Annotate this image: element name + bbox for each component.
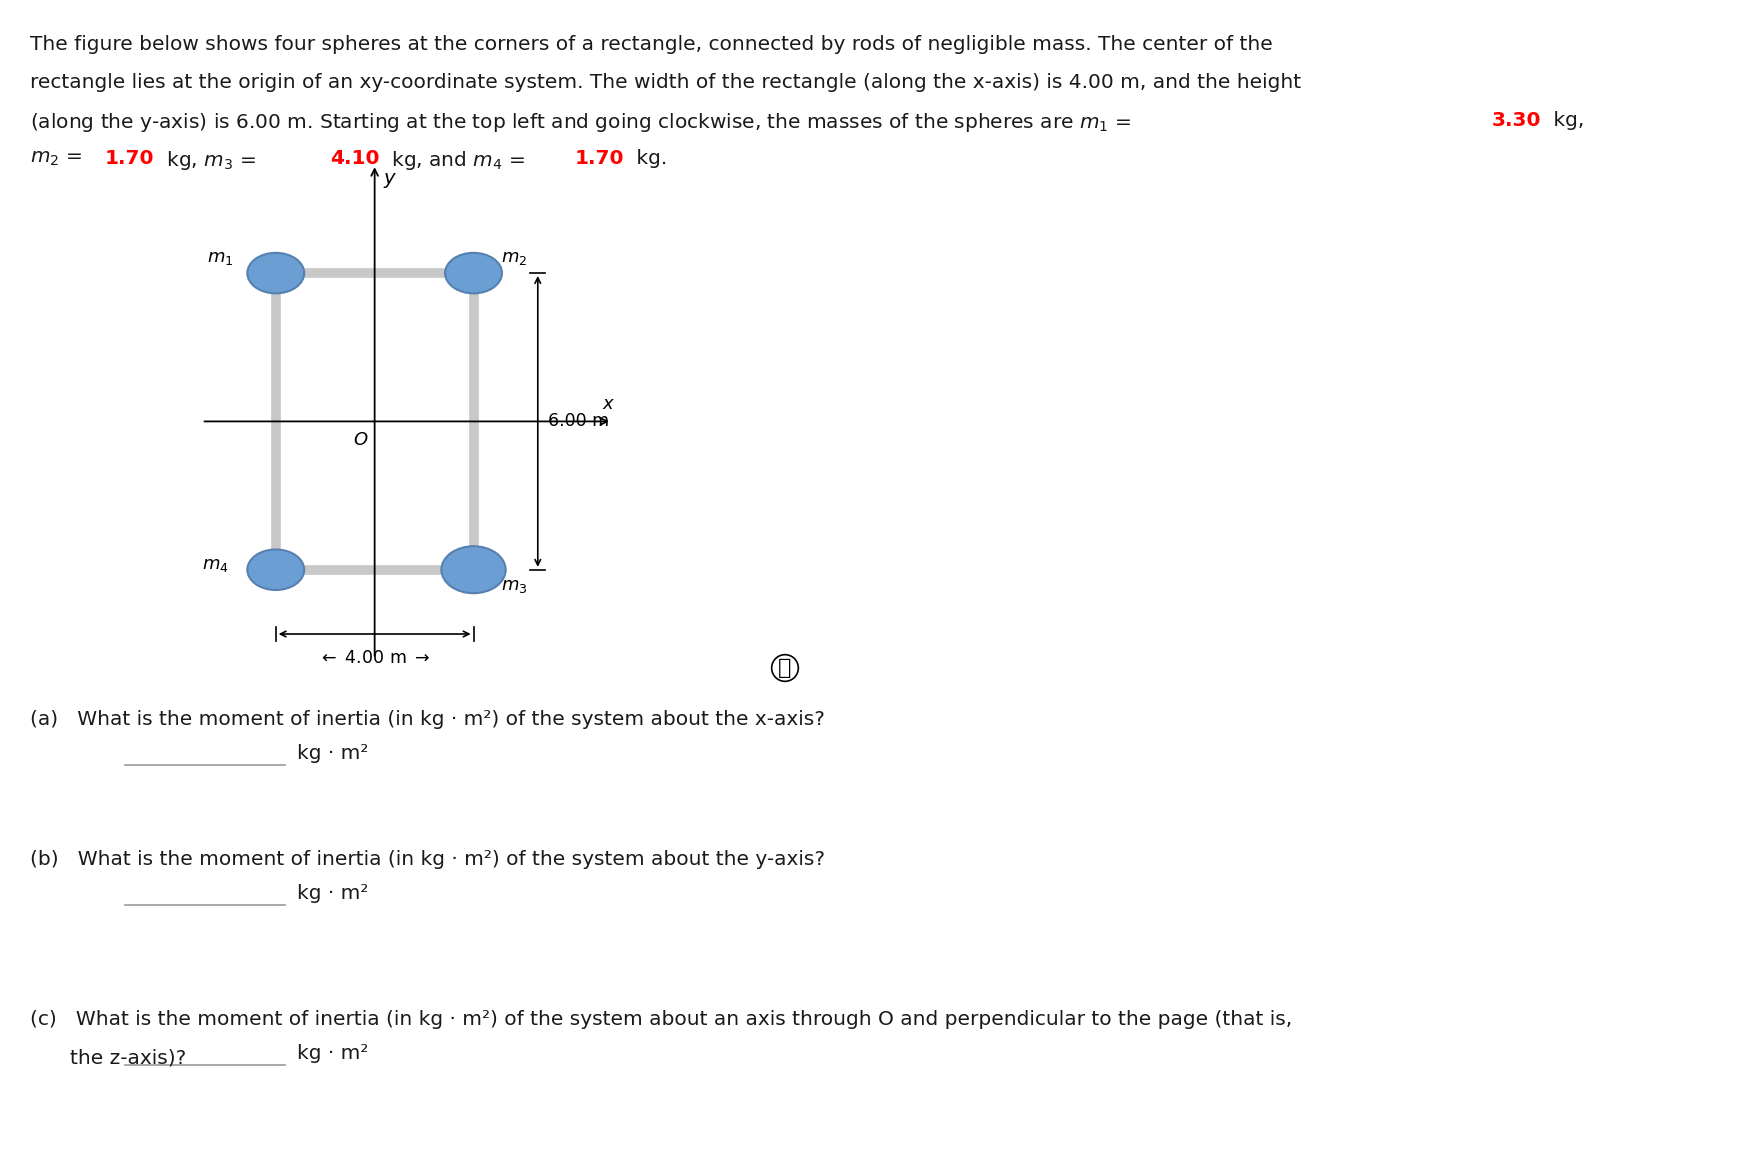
Text: kg, $m_3$ =: kg, $m_3$ = — [159, 150, 258, 172]
Text: kg · m²: kg · m² — [298, 744, 368, 762]
Text: (a)   What is the moment of inertia (in kg · m²) of the system about the x-axis?: (a) What is the moment of inertia (in kg… — [30, 710, 825, 729]
Text: 1.70: 1.70 — [575, 150, 624, 168]
Text: the z-axis)?: the z-axis)? — [70, 1048, 186, 1067]
Ellipse shape — [247, 550, 305, 590]
Text: 6.00 m: 6.00 m — [548, 413, 608, 430]
Ellipse shape — [442, 546, 506, 593]
Text: $m_2$ =: $m_2$ = — [30, 150, 84, 168]
Ellipse shape — [445, 253, 501, 293]
Text: rectangle lies at the origin of an xy-coordinate system. The width of the rectan: rectangle lies at the origin of an xy-co… — [30, 72, 1302, 92]
Text: $m_1$: $m_1$ — [207, 250, 233, 267]
Text: 4.10: 4.10 — [329, 150, 380, 168]
Text: kg · m²: kg · m² — [298, 1044, 368, 1063]
Text: $m_2$: $m_2$ — [501, 250, 527, 267]
Text: 3.30: 3.30 — [1493, 112, 1542, 130]
Text: 1.70: 1.70 — [105, 150, 154, 168]
Text: kg,: kg, — [1547, 112, 1584, 130]
Text: kg · m²: kg · m² — [298, 884, 368, 903]
Text: kg.: kg. — [631, 150, 668, 168]
Text: $\leftarrow$ 4.00 m $\rightarrow$: $\leftarrow$ 4.00 m $\rightarrow$ — [319, 649, 431, 667]
Text: (along the y-axis) is 6.00 m. Starting at the top left and going clockwise, the : (along the y-axis) is 6.00 m. Starting a… — [30, 112, 1134, 135]
Text: kg, and $m_4$ =: kg, and $m_4$ = — [385, 150, 527, 172]
Text: ⓘ: ⓘ — [778, 658, 792, 678]
Text: The figure below shows four spheres at the corners of a rectangle, connected by : The figure below shows four spheres at t… — [30, 34, 1272, 54]
Text: (b)   What is the moment of inertia (in kg · m²) of the system about the y-axis?: (b) What is the moment of inertia (in kg… — [30, 850, 825, 869]
Text: (c)   What is the moment of inertia (in kg · m²) of the system about an axis thr: (c) What is the moment of inertia (in kg… — [30, 1010, 1293, 1029]
Ellipse shape — [247, 253, 305, 293]
Text: $m_4$: $m_4$ — [201, 555, 228, 574]
Text: x: x — [603, 394, 613, 413]
Text: $m_3$: $m_3$ — [501, 577, 527, 596]
Text: y: y — [384, 169, 394, 189]
Text: O: O — [354, 431, 368, 450]
